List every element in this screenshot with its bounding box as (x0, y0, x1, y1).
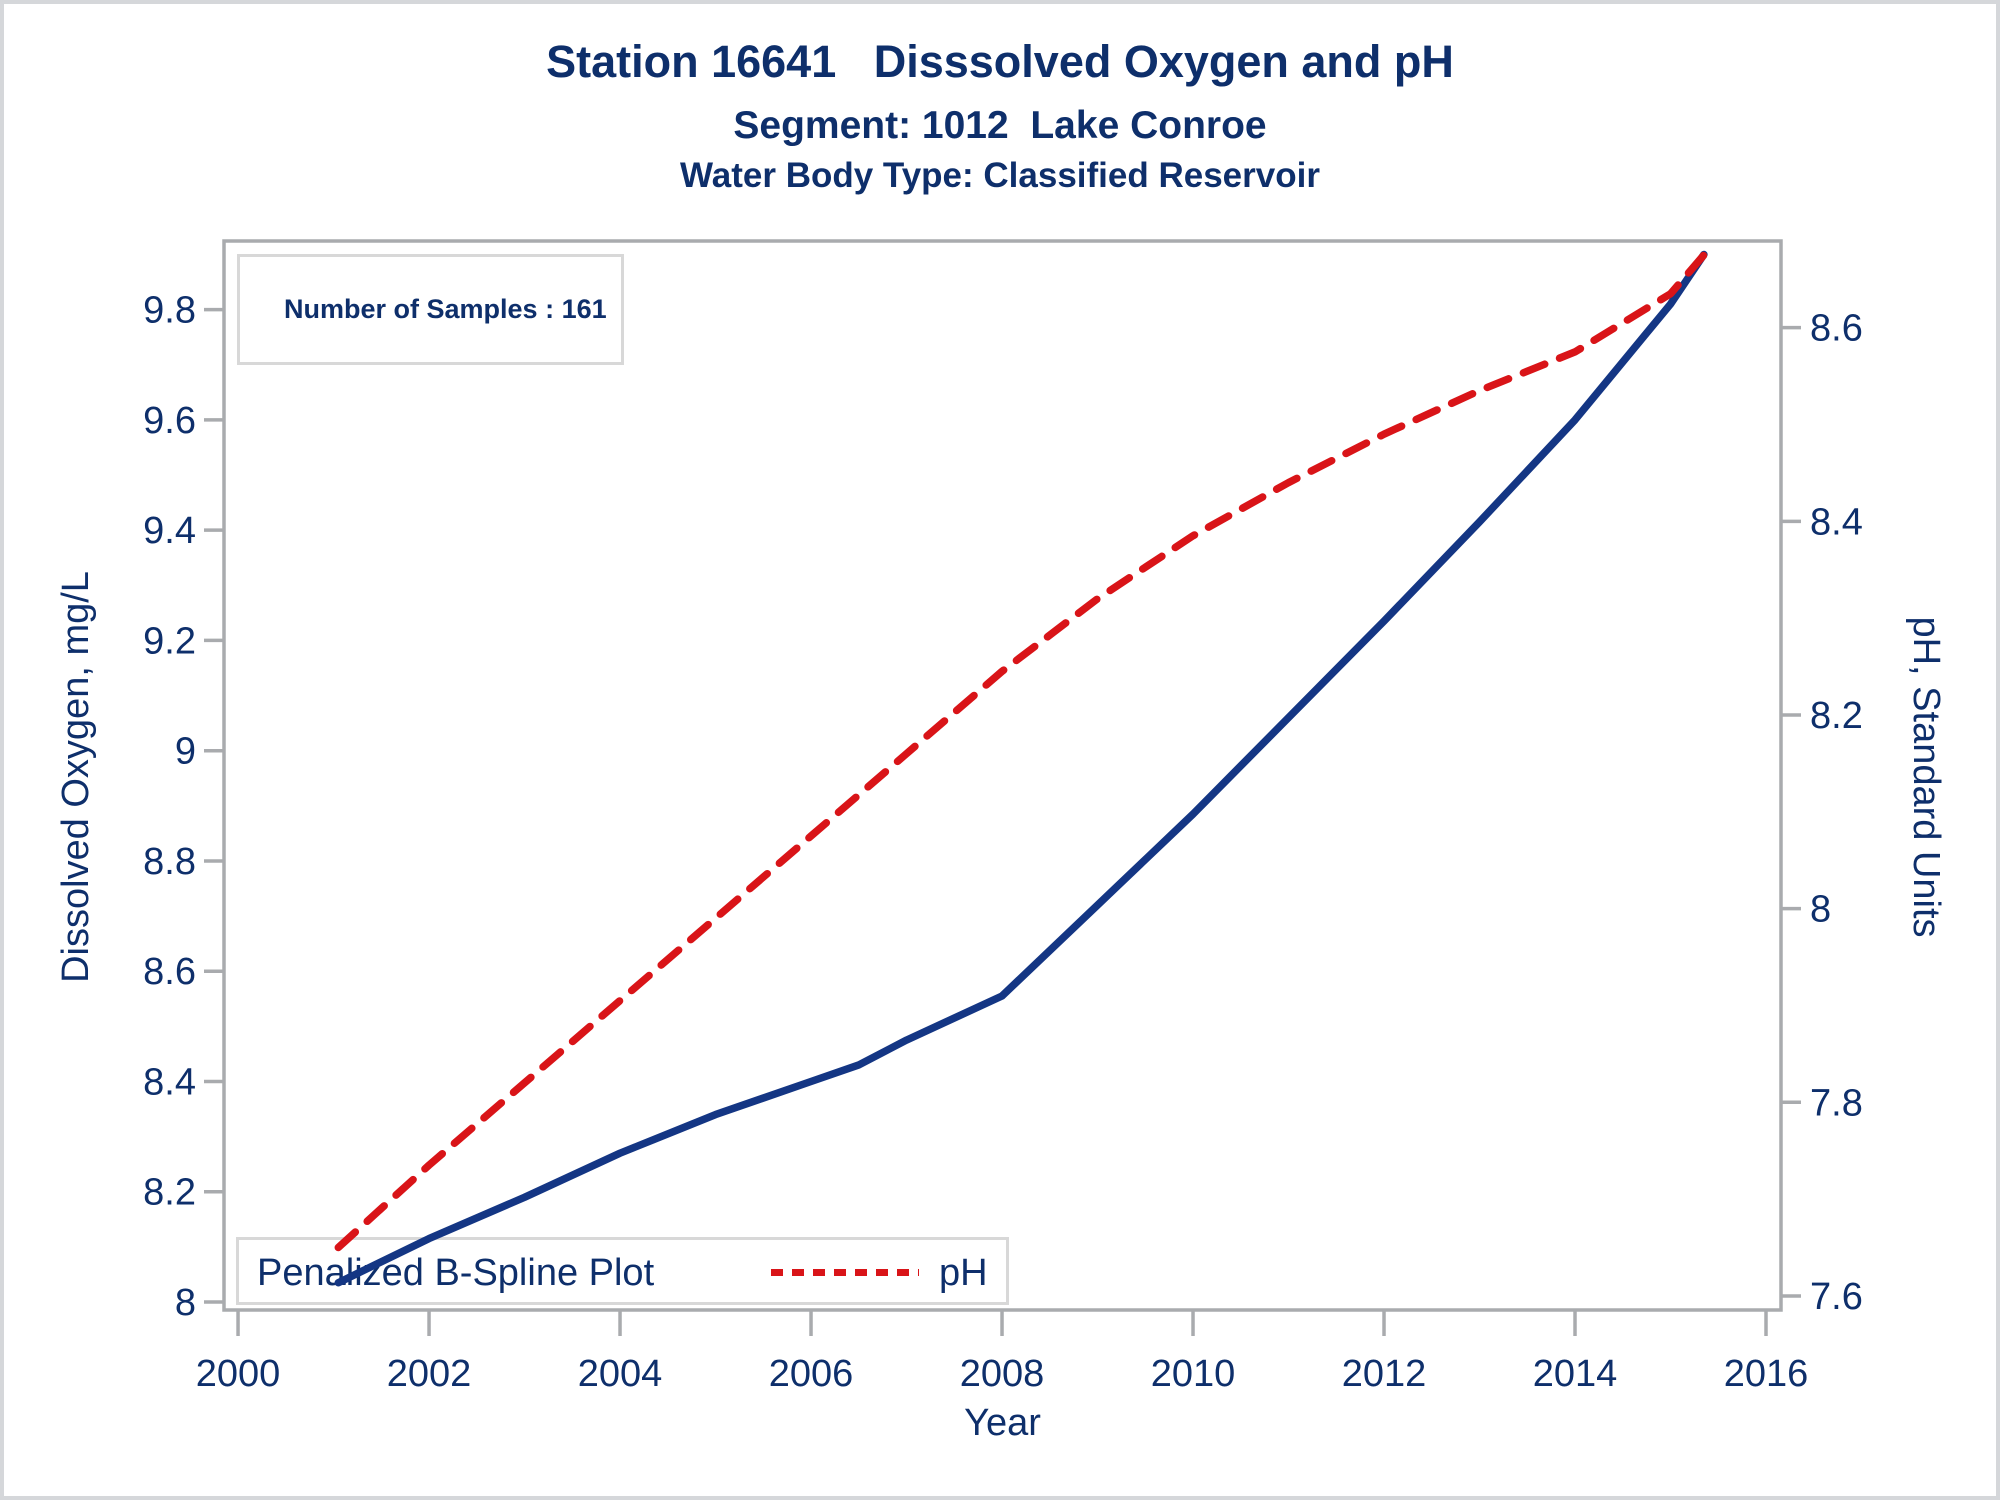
left-tick-label: 8.4 (143, 1061, 196, 1103)
left-tick-label: 9.4 (143, 510, 196, 552)
x-tick-label: 2000 (196, 1353, 281, 1395)
right-tick-label: 7.6 (1810, 1276, 1863, 1318)
x-tick-label: 2002 (387, 1353, 472, 1395)
x-tick-label: 2008 (960, 1353, 1045, 1395)
x-tick-label: 2012 (1342, 1353, 1427, 1395)
left-tick-label: 9.8 (143, 290, 196, 332)
right-tick-label: 8.2 (1810, 695, 1863, 737)
x-tick-label: 2010 (1151, 1353, 1236, 1395)
left-tick-label: 8 (175, 1282, 196, 1324)
x-tick-label: 2006 (769, 1353, 854, 1395)
left-tick-label: 9 (175, 731, 196, 773)
dissolved-oxygen-series-line (334, 250, 1708, 1287)
sample-count-label: Number of Samples : 161 (284, 294, 607, 324)
x-tick-label: 2016 (1724, 1353, 1809, 1395)
left-tick-label: 9.2 (143, 620, 196, 662)
ph-series-line (334, 251, 1708, 1252)
legend-series-label: Penalized B-Spline Plot (257, 1252, 655, 1294)
right-tick-label: 8.4 (1810, 501, 1863, 543)
chart-title: Station 16641 Disssolved Oxygen and pH (546, 36, 1454, 87)
chart-subtitle-waterbody: Water Body Type: Classified Reservoir (680, 156, 1320, 195)
left-tick-label: 9.6 (143, 400, 196, 442)
x-tick-label: 2014 (1533, 1353, 1618, 1395)
x-axis-title: Year (964, 1402, 1041, 1444)
sample-count-box: Number of Samples : 161 (237, 254, 624, 365)
right-tick-label: 8 (1810, 889, 1831, 931)
plot-frame (222, 239, 1783, 1312)
legend-ph-label: pH (939, 1252, 988, 1294)
left-tick-label: 8.2 (143, 1172, 196, 1214)
left-tick-label: 8.8 (143, 841, 196, 883)
chart-subtitle-segment: Segment: 1012 Lake Conroe (733, 104, 1267, 147)
right-tick-label: 8.6 (1810, 308, 1863, 350)
left-tick-label: 8.6 (143, 951, 196, 993)
x-tick-label: 2004 (578, 1353, 663, 1395)
plot-area: 2000 2002 2004 2006 2008 2010 2012 2014 2016 8 8.2… (143, 239, 1863, 1395)
right-tick-label: 7.8 (1810, 1082, 1863, 1124)
ph-dashed-line-swatch-icon (771, 1269, 919, 1276)
